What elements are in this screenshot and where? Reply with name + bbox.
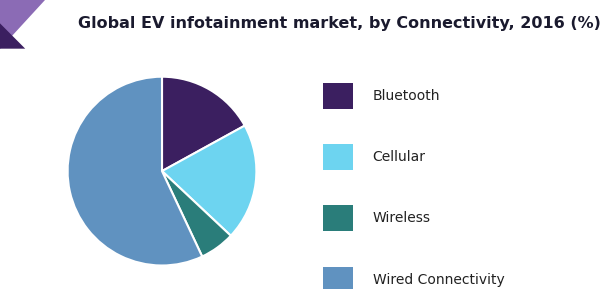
Text: Cellular: Cellular	[373, 150, 426, 164]
Bar	[323, 205, 353, 231]
Bar	[323, 267, 353, 293]
Wedge shape	[162, 171, 231, 257]
Polygon shape	[0, 23, 25, 49]
Text: Wireless: Wireless	[373, 211, 431, 225]
Bar	[323, 144, 353, 170]
Wedge shape	[162, 77, 245, 171]
Text: Bluetooth: Bluetooth	[373, 88, 440, 103]
Wedge shape	[162, 126, 256, 236]
Polygon shape	[0, 0, 45, 49]
Text: Global EV infotainment market, by Connectivity, 2016 (%): Global EV infotainment market, by Connec…	[78, 16, 600, 31]
Bar	[323, 83, 353, 109]
Wedge shape	[68, 77, 202, 266]
Text: Wired Connectivity: Wired Connectivity	[373, 273, 505, 287]
